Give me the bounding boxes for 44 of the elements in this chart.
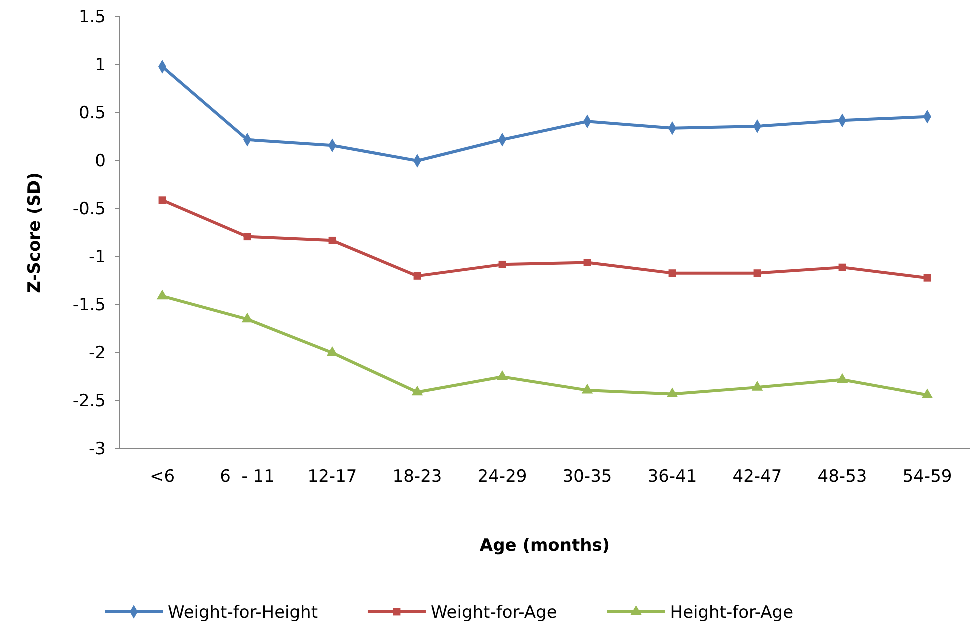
y-tick-label: 0.5 — [78, 103, 106, 124]
x-tick-label: 54-59 — [902, 467, 952, 487]
point — [582, 384, 594, 394]
y-axis-title: Z-Score (SD) — [25, 172, 45, 294]
x-tick-label: 36-41 — [648, 467, 698, 487]
x-tick-label: 24-29 — [478, 467, 528, 487]
x-tick-label: 48-53 — [818, 467, 868, 487]
x-tick-label: 18-23 — [392, 467, 442, 487]
point — [242, 312, 254, 323]
point — [158, 196, 166, 204]
point — [584, 259, 592, 266]
point — [496, 370, 508, 380]
point — [668, 270, 676, 278]
y-tick-label: 1 — [95, 55, 106, 76]
y-tick-label: -3 — [89, 439, 106, 460]
y-tick-label: -1.5 — [72, 295, 106, 316]
legend-label: Height-for-Age — [670, 603, 794, 623]
point — [754, 270, 762, 278]
point — [752, 381, 764, 391]
x-tick-label: 6 - 11 — [220, 467, 275, 487]
y-tick-label: -2.5 — [72, 391, 106, 412]
x-axis-title: Age (months) — [480, 536, 610, 556]
point — [922, 388, 934, 398]
y-tick-label: 1.5 — [78, 7, 106, 28]
point — [414, 272, 422, 280]
legend-label: Weight-for-Age — [430, 603, 558, 623]
point — [328, 236, 336, 244]
y-tick-label: -0.5 — [72, 199, 106, 220]
point — [666, 388, 678, 398]
x-tick-label: 42-47 — [732, 467, 782, 487]
y-tick-label: -2 — [89, 343, 106, 364]
point — [924, 274, 932, 282]
point — [836, 373, 848, 384]
x-tick-label: 12-17 — [308, 467, 358, 487]
legend-label: Weight-for-Height — [168, 603, 318, 623]
point — [412, 386, 424, 396]
point — [156, 290, 168, 300]
point — [244, 233, 252, 241]
point — [498, 260, 506, 268]
x-tick-label: <6 — [150, 467, 176, 487]
y-tick-label: 0 — [95, 151, 106, 172]
y-tick-label: -1 — [89, 247, 106, 268]
point — [838, 264, 846, 272]
x-tick-label: 30-35 — [562, 467, 612, 487]
